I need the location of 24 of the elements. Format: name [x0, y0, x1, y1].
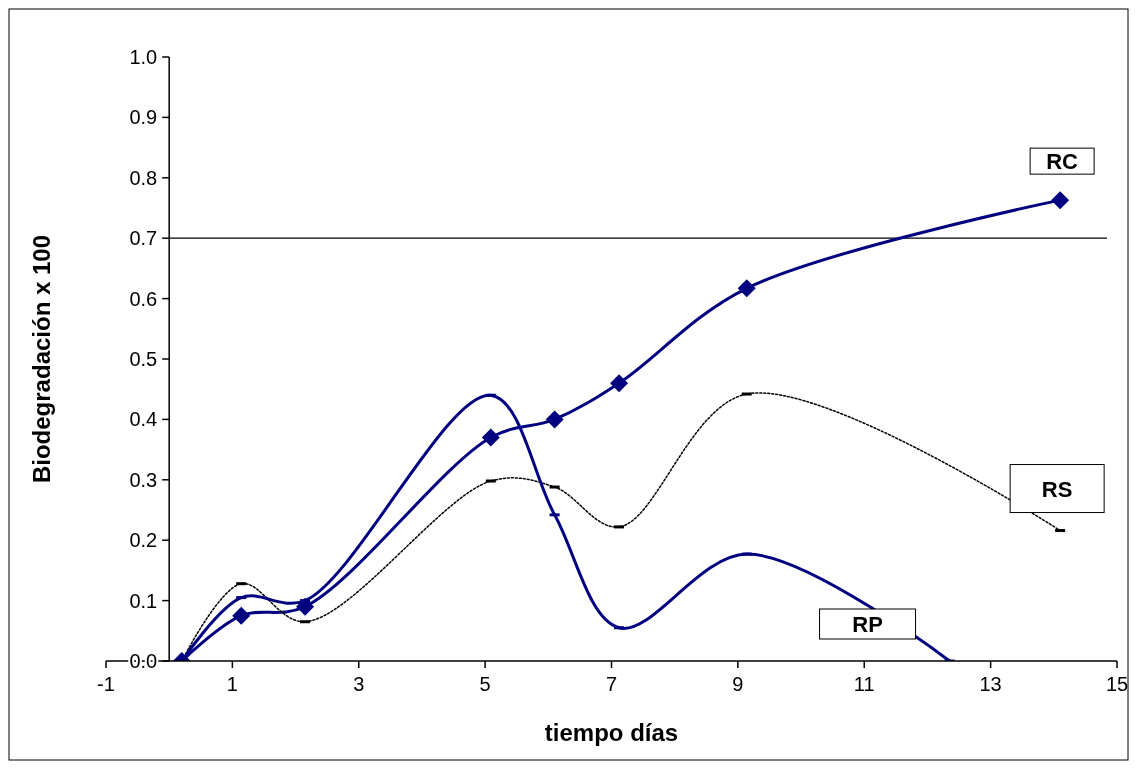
x-axis-title: tiempo días	[544, 719, 679, 746]
x-tick-label: 7	[605, 673, 618, 695]
x-tick-label: 13	[979, 673, 1002, 695]
y-tick-label: 0.7	[129, 227, 158, 250]
x-tick-label: 3	[353, 673, 365, 695]
y-tick-label: 0.6	[129, 287, 158, 310]
x-tick-label: 15	[1105, 673, 1129, 695]
y-tick-label: 0.4	[129, 408, 158, 431]
x-tick-label: 1	[226, 673, 238, 695]
y-tick-label: 1.0	[129, 46, 158, 68]
y-tick-label: 0.8	[129, 166, 158, 189]
x-tick-label: 5	[479, 673, 491, 695]
y-tick-label: 0.2	[129, 529, 158, 552]
series-label: RS	[1041, 476, 1073, 502]
series-label: RP	[852, 612, 883, 637]
y-tick-label: 0.3	[129, 468, 158, 491]
y-axis-title: Biodegradación x 100	[28, 234, 55, 484]
y-tick-label: 0.5	[129, 348, 158, 370]
x-tick-label: 9	[732, 673, 744, 695]
y-tick-label: 0.9	[129, 106, 158, 129]
y-tick-label: 0.1	[129, 589, 158, 612]
x-tick-label: -1	[97, 673, 115, 695]
x-tick-label: 11	[853, 673, 875, 695]
series-label: RC	[1046, 149, 1079, 175]
